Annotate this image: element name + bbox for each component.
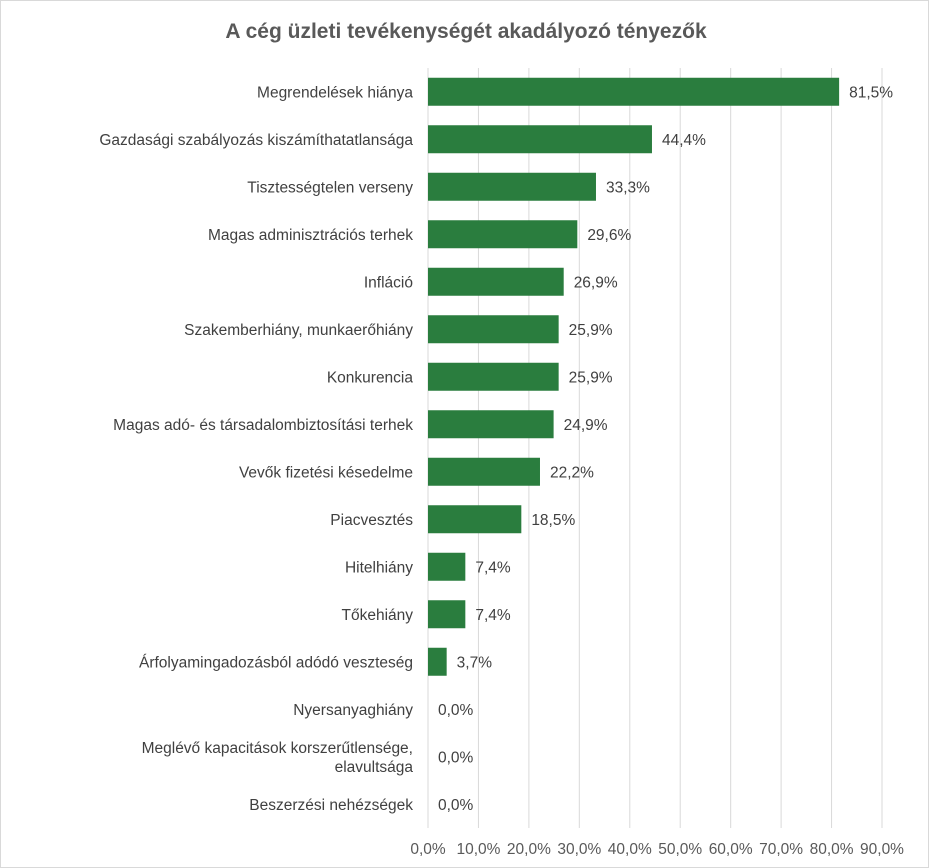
x-tick-label: 70,0% bbox=[759, 841, 803, 858]
data-label: 44,4% bbox=[662, 132, 706, 149]
bar bbox=[428, 410, 554, 439]
data-label: 0,0% bbox=[438, 749, 474, 766]
data-label: 25,9% bbox=[569, 322, 613, 339]
bar bbox=[428, 220, 578, 249]
data-label: 26,9% bbox=[574, 274, 618, 291]
data-label: 7,4% bbox=[475, 607, 511, 624]
x-tick-label: 0,0% bbox=[410, 841, 446, 858]
bar bbox=[428, 125, 652, 154]
x-tick-label: 80,0% bbox=[810, 841, 854, 858]
x-tick-label: 10,0% bbox=[456, 841, 500, 858]
data-label: 7,4% bbox=[475, 559, 511, 576]
bar bbox=[428, 552, 466, 581]
bar bbox=[428, 600, 466, 629]
category-label: elavultsága bbox=[335, 759, 414, 776]
category-label: Konkurencia bbox=[327, 369, 414, 386]
data-label: 81,5% bbox=[849, 84, 893, 101]
x-tick-label: 50,0% bbox=[658, 841, 702, 858]
bar bbox=[428, 77, 840, 106]
category-label: Tisztességtelen verseny bbox=[247, 179, 413, 196]
data-label: 25,9% bbox=[569, 369, 613, 386]
category-label: Hitelhiány bbox=[345, 559, 413, 576]
bar bbox=[428, 647, 447, 676]
x-tick-label: 30,0% bbox=[557, 841, 601, 858]
data-label: 3,7% bbox=[457, 654, 493, 671]
category-label: Piacvesztés bbox=[330, 512, 413, 529]
category-label: Magas adminisztrációs terhek bbox=[208, 227, 413, 244]
x-tick-label: 20,0% bbox=[507, 841, 551, 858]
category-label: Gazdasági szabályozás kiszámíthatatlansá… bbox=[99, 132, 413, 149]
bar bbox=[428, 267, 564, 296]
data-label: 18,5% bbox=[531, 512, 575, 529]
data-label: 29,6% bbox=[587, 227, 631, 244]
category-label: Beszerzési nehézségek bbox=[249, 797, 413, 814]
category-label: Tőkehiány bbox=[341, 607, 413, 624]
category-label: Magas adó- és társadalombiztosítási terh… bbox=[113, 417, 413, 434]
x-tick-label: 60,0% bbox=[709, 841, 753, 858]
bar bbox=[428, 315, 559, 344]
bar bbox=[428, 457, 540, 486]
category-label: Vevők fizetési késedelme bbox=[239, 464, 413, 481]
bar bbox=[428, 172, 596, 201]
category-label: Nyersanyaghiány bbox=[293, 702, 413, 719]
category-label: Meglévő kapacitások korszerűtlensége, bbox=[142, 740, 413, 757]
data-label: 0,0% bbox=[438, 702, 474, 719]
category-label: Szakemberhiány, munkaerőhiány bbox=[184, 322, 413, 339]
bar bbox=[428, 362, 559, 391]
bar bbox=[428, 505, 522, 534]
x-tick-label: 90,0% bbox=[860, 841, 904, 858]
data-label: 22,2% bbox=[550, 464, 594, 481]
chart-title: A cég üzleti tevékenységét akadályozó té… bbox=[225, 20, 707, 43]
data-label: 33,3% bbox=[606, 179, 650, 196]
category-label: Megrendelések hiánya bbox=[257, 84, 413, 101]
data-label: 24,9% bbox=[564, 417, 608, 434]
data-label: 0,0% bbox=[438, 797, 474, 814]
x-tick-label: 40,0% bbox=[608, 841, 652, 858]
category-label: Infláció bbox=[364, 274, 413, 291]
category-label: Árfolyamingadozásból adódó veszteség bbox=[139, 654, 413, 671]
